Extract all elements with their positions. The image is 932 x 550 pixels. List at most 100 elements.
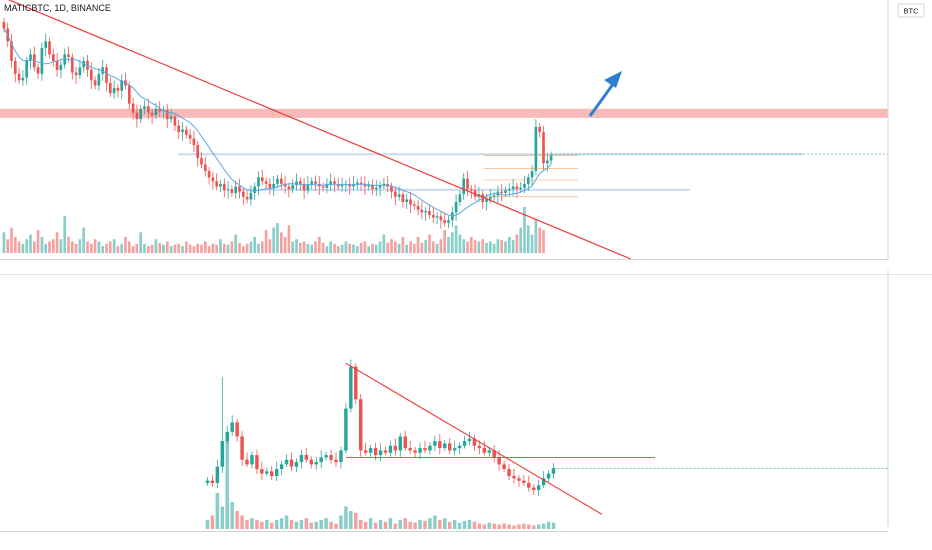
top-candle-body <box>188 134 192 139</box>
top-volume-bar <box>25 239 29 253</box>
top-candle-body <box>382 183 386 186</box>
bottom-volume-bar <box>215 493 220 529</box>
top-candle-body <box>298 181 302 184</box>
top-candle-body <box>302 183 306 191</box>
top-candle-body <box>211 177 215 182</box>
top-candle-body <box>523 183 526 188</box>
bottom-candle-body <box>225 431 229 442</box>
top-volume-bar <box>55 232 59 253</box>
top-volume-bar <box>325 246 329 253</box>
bottom-volume-bar <box>205 520 210 529</box>
bottom-volume-bar <box>413 522 417 529</box>
top-volume-bar <box>439 239 443 253</box>
top-candle-body <box>542 132 545 164</box>
top-volume-bar <box>519 227 523 253</box>
top-volume-bar <box>17 241 21 253</box>
top-volume-bar <box>504 241 507 253</box>
top-volume-bar <box>268 239 272 253</box>
bottom-volume-bar <box>378 520 383 529</box>
bottom-volume-bar <box>551 522 556 529</box>
bottom-price-axis[interactable] <box>887 270 932 526</box>
top-candle-body <box>67 54 70 57</box>
bottom-candle-body <box>329 455 333 460</box>
bottom-volume-bar <box>403 518 407 529</box>
up-arrow-head <box>604 71 622 88</box>
bottom-volume-bar <box>270 522 274 529</box>
currency-box <box>897 3 925 18</box>
top-volume-bar <box>515 234 519 253</box>
top-volume-bar <box>348 243 352 253</box>
top-volume-bar <box>97 241 101 253</box>
top-candle-body <box>63 54 67 65</box>
top-candle-body <box>93 80 97 86</box>
top-candle-body <box>530 170 534 178</box>
top-volume-bar <box>70 241 74 253</box>
top-volume-bar <box>105 243 108 253</box>
bottom-volume-bar <box>428 518 432 529</box>
bottom-candle-body <box>472 438 477 446</box>
top-candle-body <box>310 181 314 184</box>
top-volume-bar <box>192 246 196 253</box>
top-volume-bar <box>165 241 169 253</box>
bottom-volume-bar <box>363 521 368 529</box>
bottom-volume-bar <box>438 520 442 529</box>
bottom-candle-body <box>541 478 546 486</box>
top-volume-bar <box>260 241 264 253</box>
top-volume-bar <box>124 236 127 253</box>
bottom-volume-bar <box>344 506 348 529</box>
bottom-volume-bar <box>398 520 403 529</box>
bottom-candle-body <box>363 450 368 453</box>
top-volume-bar <box>454 225 458 253</box>
top-volume-bar <box>382 234 386 253</box>
bottom-candle-body <box>452 448 457 451</box>
top-volume-bar <box>333 243 336 253</box>
top-candle-body <box>306 183 310 191</box>
top-candle-body <box>519 187 523 190</box>
top-volume-bar <box>219 239 222 253</box>
top-volume-bar <box>36 230 40 253</box>
bottom-candle-body <box>378 450 383 456</box>
top-chart-pane[interactable] <box>0 0 932 260</box>
bottom-candle-body <box>270 471 274 476</box>
top-volume-bar <box>329 241 333 253</box>
top-candle-body <box>230 189 234 193</box>
bottom-candle-body <box>205 480 210 483</box>
top-volume-bar <box>127 241 131 253</box>
resistance-zone <box>0 108 888 118</box>
bottom-candle-body <box>398 436 403 451</box>
top-volume-bar <box>86 241 89 253</box>
bottom-volume-bar <box>210 515 215 529</box>
top-price-axis[interactable]: BTC <box>887 0 932 260</box>
top-volume-bar <box>477 241 481 253</box>
top-candle-body <box>143 106 146 109</box>
top-volume-bar <box>420 242 424 253</box>
bottom-volume-bar <box>502 523 506 529</box>
top-axis-background <box>888 0 932 260</box>
bottom-candle-body <box>240 436 244 460</box>
top-volume-bar <box>44 243 48 253</box>
bottom-volume-bar <box>329 521 333 529</box>
top-volume-bar <box>355 246 359 253</box>
top-candle-body <box>55 60 59 70</box>
bottom-volume-bar <box>443 518 447 529</box>
top-volume-bar <box>211 243 215 253</box>
top-volume-bar <box>48 241 51 253</box>
top-volume-bar <box>363 241 367 253</box>
bottom-volume-bar <box>408 521 412 529</box>
upper-support-zone <box>178 153 803 156</box>
top-volume-bar <box>139 232 143 253</box>
top-candle-body <box>447 220 450 223</box>
top-candle-body <box>393 191 397 197</box>
bottom-volume-bar <box>368 518 373 529</box>
top-candle-body <box>127 85 131 104</box>
top-volume-bar <box>340 244 344 253</box>
bottom-candle-body <box>358 399 363 451</box>
bottom-candle-body <box>235 422 239 437</box>
bottom-volume-bar <box>235 511 239 529</box>
bottom-candle-body <box>289 459 294 467</box>
top-volume-bar <box>473 240 477 253</box>
top-candle-body <box>89 69 93 81</box>
top-volume-bar <box>207 246 211 253</box>
top-candle-body <box>431 214 435 218</box>
top-volume-bar <box>428 234 431 253</box>
